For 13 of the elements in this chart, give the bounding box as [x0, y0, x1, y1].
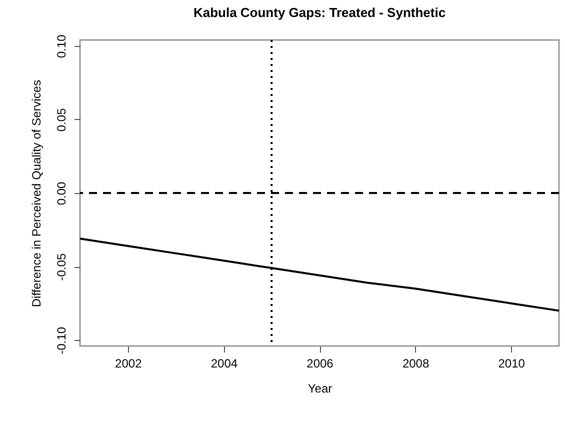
- y-tick-label: 0.00: [54, 182, 68, 206]
- y-tick-label: 0.05: [54, 108, 68, 132]
- x-tick-label: 2008: [402, 356, 430, 370]
- y-tick-label: -0.05: [54, 253, 68, 281]
- y-tick-label: -0.10: [54, 326, 68, 354]
- x-tick-label: 2004: [210, 356, 238, 370]
- x-tick-label: 2002: [115, 356, 142, 370]
- y-axis-title: Difference in Perceived Quality of Services: [30, 80, 44, 308]
- chart-title: Kabula County Gaps: Treated - Synthetic: [193, 5, 446, 20]
- x-tick-label: 2006: [306, 356, 334, 370]
- y-tick-label: 0.10: [54, 34, 68, 58]
- x-tick-label: 2010: [498, 356, 526, 370]
- x-axis-title: Year: [308, 382, 332, 396]
